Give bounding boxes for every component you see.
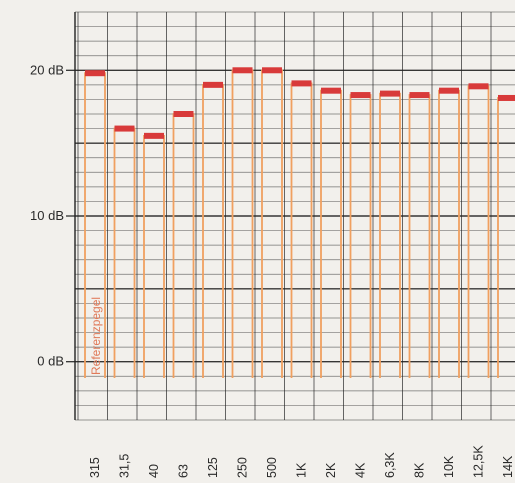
bar [408,94,431,378]
bar [261,69,283,378]
bar-cap [380,90,400,97]
x-tick-label: 10K [442,455,456,478]
bar-cap [439,87,459,94]
bar-cap [321,87,341,94]
x-tick-label: 63 [177,464,191,478]
x-tick-label: 4K [354,462,368,478]
x-axis: 315 31,5 40 63 125 250 500 1K 2K 4K 6,3K 8K 10K 12,5K… [88,445,515,478]
x-tick-label: 6,3K [383,452,397,478]
bar [497,97,515,378]
bar [320,89,342,378]
grid [74,11,515,421]
bar [113,127,136,378]
bar-cap [232,67,253,74]
x-tick-label: 125 [206,457,220,478]
bar-cap [203,81,223,88]
bar-cap [262,67,282,74]
x-tick-label: 8K [413,462,427,478]
x-tick-label: 500 [265,457,279,478]
y-tick-label: 10 dB [30,208,64,223]
bar [349,94,372,378]
bar-cap [468,83,489,90]
x-tick-label: 250 [236,457,250,478]
bar-cap [498,94,515,101]
y-axis: 0 dB 10 dB 20 dB [30,62,75,369]
x-tick-label: 14K [501,455,515,478]
bar-cap [173,111,194,117]
bar-cap [409,92,430,99]
bar [172,113,195,378]
bar [379,92,401,378]
y-tick-label: 0 dB [37,354,64,369]
x-tick-label: 31,5 [118,454,132,478]
x-tick-label: 2K [324,462,338,478]
bar [467,85,490,378]
bar-cap [114,125,135,132]
bar [438,89,460,378]
x-tick-label: 315 [88,457,102,478]
bar [231,69,254,378]
x-tick-label: 40 [147,464,161,478]
x-tick-label: 12,5K [472,445,486,478]
bar-cap [144,132,164,139]
y-tick-label: 20 dB [30,62,64,77]
reference-level-annotation: Referenzpegel [89,297,103,375]
bar-cap [350,92,371,99]
x-tick-label: 1K [295,462,309,478]
bar-cap [85,70,105,77]
bars [84,67,515,378]
bar-cap [291,80,312,87]
